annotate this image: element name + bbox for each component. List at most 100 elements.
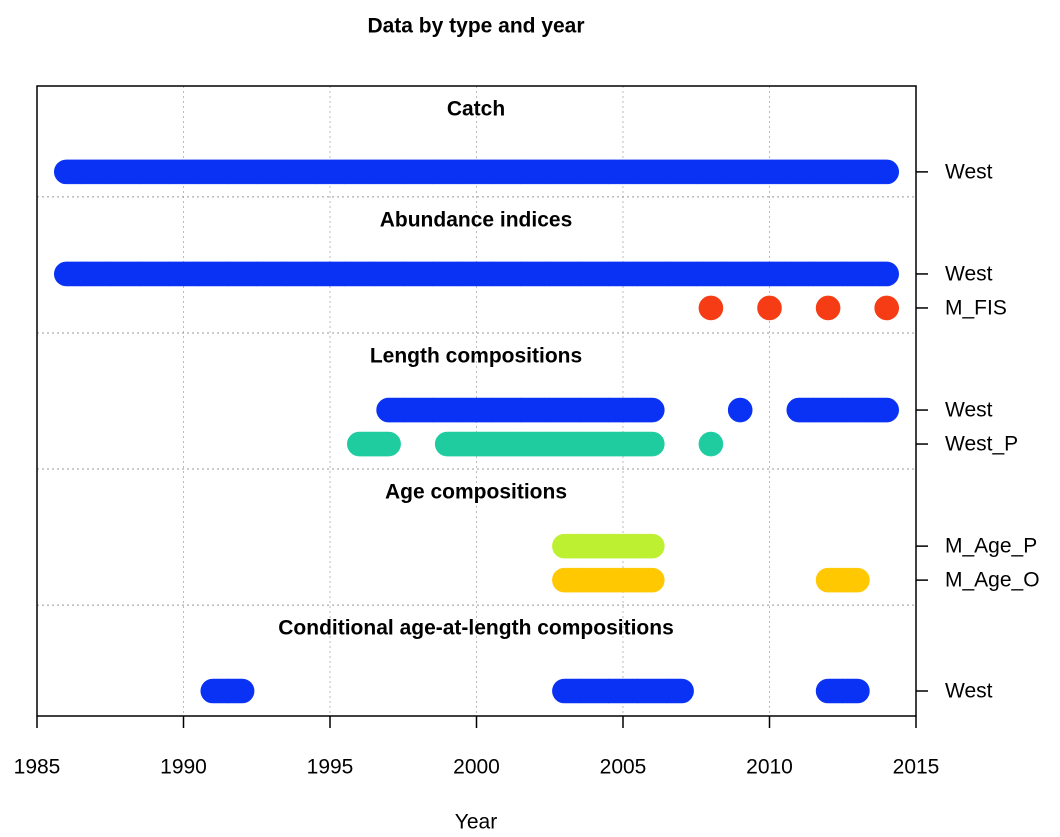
data-year — [637, 159, 668, 185]
data-year — [461, 397, 492, 423]
x-tick-label: 1995 — [307, 756, 354, 779]
data-year — [578, 678, 609, 704]
data-year — [520, 431, 551, 457]
x-tick-label: 1985 — [14, 756, 61, 779]
series-label: West — [945, 160, 993, 183]
data-year — [608, 533, 638, 559]
panel-title: Conditional age-at-length compositions — [278, 617, 674, 640]
data-year — [813, 261, 844, 287]
plot-frame — [36, 85, 917, 717]
data-year — [520, 159, 551, 185]
data-year — [786, 397, 814, 423]
data-year — [725, 159, 756, 185]
data-year — [285, 159, 316, 185]
data-year — [842, 159, 873, 185]
data-year — [109, 261, 140, 287]
data-year — [80, 159, 111, 185]
data-year — [871, 397, 899, 423]
data-year — [552, 567, 580, 593]
data-year — [871, 261, 899, 287]
x-tick-label: 1990 — [160, 756, 207, 779]
data-year — [578, 533, 609, 559]
data-year — [783, 261, 814, 287]
data-year — [490, 261, 521, 287]
data-year — [754, 261, 785, 287]
data-year — [139, 261, 170, 287]
data-year — [815, 678, 844, 704]
data-year — [432, 397, 463, 423]
data-year — [608, 159, 638, 185]
data-year — [815, 295, 841, 321]
data-year — [666, 261, 697, 287]
data-year — [552, 678, 580, 704]
data-year — [637, 431, 665, 457]
data-year — [54, 159, 82, 185]
data-year — [549, 261, 580, 287]
data-year — [842, 397, 873, 423]
data-year — [227, 261, 258, 287]
x-tick-label: 2010 — [746, 756, 793, 779]
data-year — [256, 261, 287, 287]
data-year — [461, 431, 492, 457]
data-year — [578, 159, 609, 185]
data-year — [608, 567, 638, 593]
data-year — [432, 159, 463, 185]
data-year — [227, 159, 258, 185]
data-year — [578, 397, 609, 423]
data-year — [461, 159, 492, 185]
data-year — [608, 261, 638, 287]
data-year — [461, 261, 492, 287]
chart-title: Data by type and year — [367, 15, 584, 38]
data-year — [490, 397, 521, 423]
panel-title: Length compositions — [370, 345, 582, 368]
data-year — [813, 397, 844, 423]
data-year — [402, 397, 433, 423]
data-year — [698, 431, 724, 457]
data-year — [168, 261, 199, 287]
data-year — [637, 533, 665, 559]
data-year — [552, 533, 580, 559]
data-year — [139, 159, 170, 185]
data-year — [520, 261, 551, 287]
data-year — [285, 261, 316, 287]
series-label: M_FIS — [945, 297, 1007, 320]
data-year — [520, 397, 551, 423]
data-year — [783, 159, 814, 185]
data-year — [666, 159, 697, 185]
data-year — [373, 431, 401, 457]
data-year — [608, 397, 638, 423]
data-year — [549, 159, 580, 185]
data-year — [757, 295, 782, 321]
data-year — [725, 261, 756, 287]
data-year — [490, 159, 521, 185]
data-year — [200, 678, 228, 704]
data-year — [197, 159, 228, 185]
data-year — [402, 261, 433, 287]
data-year — [842, 678, 870, 704]
x-axis-label: Year — [455, 811, 497, 834]
data-year — [80, 261, 111, 287]
data-year — [637, 261, 668, 287]
data-year — [695, 159, 726, 185]
data-year — [666, 678, 694, 704]
x-tick-label: 2000 — [453, 756, 500, 779]
data-year — [871, 159, 899, 185]
data-year — [698, 295, 724, 321]
data-year — [813, 159, 844, 185]
panel-title: Abundance indices — [380, 208, 573, 231]
data-year — [637, 567, 665, 593]
data-year — [815, 567, 844, 593]
data-year — [754, 159, 785, 185]
data-year — [376, 397, 404, 423]
data-year — [608, 431, 638, 457]
data-year — [637, 678, 668, 704]
data-year — [842, 261, 873, 287]
data-year — [109, 159, 140, 185]
data-year — [549, 431, 580, 457]
data-year — [842, 567, 870, 593]
series-label: M_Age_P — [945, 535, 1037, 558]
data-year — [197, 261, 228, 287]
data-year — [637, 397, 665, 423]
data-year — [578, 261, 609, 287]
